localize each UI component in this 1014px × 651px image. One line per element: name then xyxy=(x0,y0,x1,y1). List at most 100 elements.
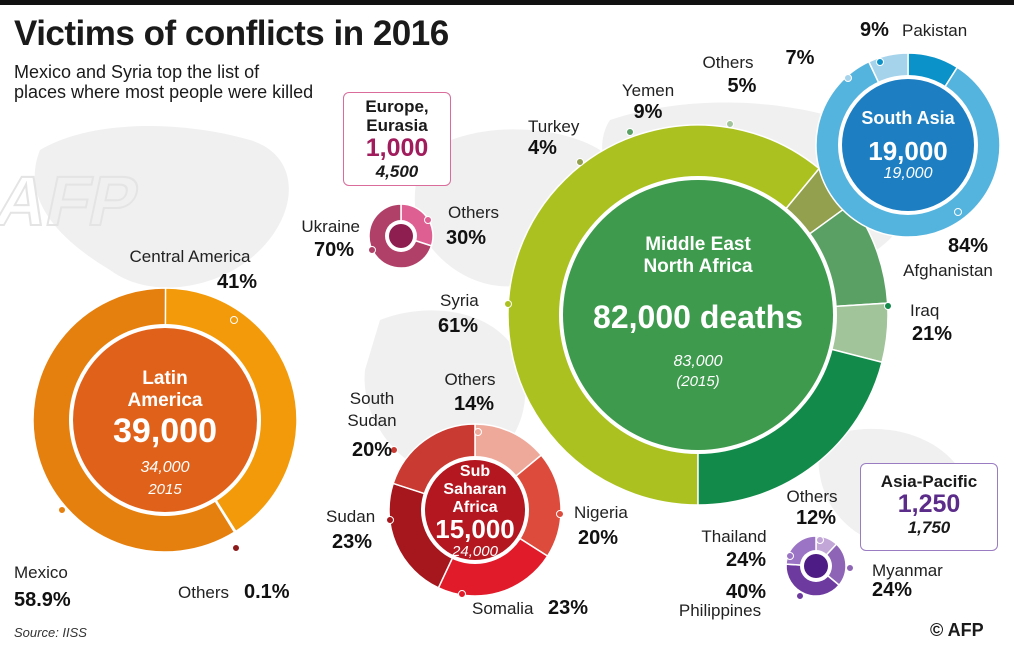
asia-pacific-total: 1,250 xyxy=(897,490,961,518)
asia-pacific-label-myanmar: Myanmar xyxy=(872,561,943,580)
sub-saharan-marker-sudan xyxy=(386,516,394,524)
europe-marker-others xyxy=(424,216,432,224)
asia-pacific-value-myanmar: 24% xyxy=(872,579,912,601)
sub-saharan-value-others: 14% xyxy=(454,393,494,415)
asia-pacific-marker-philippines xyxy=(796,592,804,600)
asia-pacific-value-thailand: 24% xyxy=(726,549,766,571)
mena-label-turkey: Turkey xyxy=(528,117,580,136)
south-asia-center xyxy=(842,79,974,211)
latin-america-label-central-america: Central America xyxy=(130,247,251,266)
source-note: Source: IISS xyxy=(14,625,87,640)
sub-saharan-center-prev: 24,000 xyxy=(451,543,499,560)
latin-america-center-prev: 34,000 xyxy=(141,459,190,476)
sub-saharan-label-south-sudan: South xyxy=(350,389,394,408)
mena-label-iraq: Iraq xyxy=(910,301,939,320)
sub-saharan-marker-south-sudan xyxy=(390,446,398,454)
sub-saharan-center-tot: 15,000 xyxy=(435,514,515,544)
mena-center-prev: 83,000 xyxy=(674,353,723,370)
sub-saharan-marker-nigeria xyxy=(556,510,564,518)
latin-america-center-py: 2015 xyxy=(147,481,182,498)
sub-saharan-label-south-sudan-2: Sudan xyxy=(347,411,396,430)
page-title: Victims of conflicts in 2016 xyxy=(14,14,449,53)
asia-pacific-center xyxy=(804,554,828,578)
sub-saharan-center-rl2: Africa xyxy=(452,499,497,516)
latin-america-marker-central-america xyxy=(230,316,238,324)
latin-america-value-mexico: 58.9% xyxy=(14,589,71,611)
south-asia-center-tot: 19,000 xyxy=(868,136,948,166)
europe-label-ukraine: Ukraine xyxy=(301,217,360,236)
mena-center-rl1: North Africa xyxy=(643,256,753,277)
mena-marker-turkey xyxy=(576,158,584,166)
south-asia-marker-pakistan xyxy=(876,58,884,66)
asia-pacific-previous: 1,750 xyxy=(907,518,951,537)
sub-saharan-label-somalia: Somalia xyxy=(472,599,534,618)
south-asia-donut xyxy=(815,52,1001,238)
sub-saharan-center-rl0: Sub xyxy=(460,463,490,480)
mena-value-syria: 61% xyxy=(438,315,478,337)
europe-region-line-2: Eurasia xyxy=(366,116,428,135)
south-asia-value-pakistan: 9% xyxy=(860,19,889,41)
europe-value-ukraine: 70% xyxy=(314,239,354,261)
europe-callout: Europe, Eurasia 1,000 4,500 xyxy=(343,92,451,186)
mena-marker-others xyxy=(726,120,734,128)
europe-total: 1,000 xyxy=(365,134,429,162)
sub-saharan-value-nigeria: 20% xyxy=(578,527,618,549)
mena-value-turkey: 4% xyxy=(528,137,557,159)
sub-saharan-marker-somalia xyxy=(458,590,466,598)
asia-pacific-value-others: 12% xyxy=(796,507,836,529)
europe-value-others: 30% xyxy=(446,227,486,249)
south-asia-marker-others xyxy=(844,74,852,82)
latin-america-marker-others xyxy=(232,544,240,552)
mena-center-py: (2015) xyxy=(676,373,719,390)
asia-pacific-callout: Asia-Pacific 1,250 1,750 xyxy=(860,463,998,551)
page-subtitle: Mexico and Syria top the list of places … xyxy=(14,62,314,102)
south-asia-center-rl0: South Asia xyxy=(861,108,955,128)
europe-donut xyxy=(368,203,434,269)
mena-center xyxy=(563,180,833,450)
asia-pacific-label-philippines: Philippines xyxy=(679,601,761,620)
south-asia-center-prev: 19,000 xyxy=(884,165,933,182)
asia-pacific-donut xyxy=(785,535,847,597)
sub-saharan-label-others: Others xyxy=(444,370,495,389)
latin-america-center xyxy=(73,328,257,512)
latin-america-label-others: Others xyxy=(178,583,229,602)
sub-saharan-center xyxy=(425,460,525,560)
mena-value-yemen: 9% xyxy=(634,101,663,123)
mena-label-others: Others xyxy=(702,53,753,72)
mena-value-others: 5% xyxy=(728,75,757,97)
south-asia-marker-afghanistan xyxy=(954,208,962,216)
sub-saharan-label-nigeria: Nigeria xyxy=(574,503,628,522)
latin-america-center-rl0: Latin xyxy=(142,368,187,389)
europe-previous: 4,500 xyxy=(375,162,419,181)
mena-donut xyxy=(507,124,889,506)
south-asia-value-others: 7% xyxy=(786,47,815,69)
asia-pacific-region: Asia-Pacific xyxy=(880,472,978,491)
latin-america-label-mexico: Mexico xyxy=(14,563,68,582)
south-asia-label-afghanistan: Afghanistan xyxy=(903,261,993,280)
top-bar xyxy=(0,0,1014,5)
asia-pacific-label-thailand: Thailand xyxy=(701,527,766,546)
europe-center xyxy=(389,224,413,248)
sub-saharan-label-sudan: Sudan xyxy=(326,507,375,526)
sub-saharan-value-somalia: 23% xyxy=(548,597,588,619)
asia-pacific-marker-myanmar xyxy=(846,564,854,572)
mena-label-syria: Syria xyxy=(440,291,479,310)
afp-watermark: AFP xyxy=(0,162,146,240)
asia-pacific-label-others: Others xyxy=(786,487,837,506)
europe-label-others: Others xyxy=(448,203,499,222)
mena-center-rl0: Middle East xyxy=(645,234,751,255)
mena-marker-iraq xyxy=(884,302,892,310)
mena-center-tot: 82,000 deaths xyxy=(593,299,803,335)
sub-saharan-donut xyxy=(388,423,562,597)
latin-america-value-central-america: 41% xyxy=(217,271,257,293)
sub-saharan-marker-others xyxy=(474,428,482,436)
latin-america-center-rl1: America xyxy=(128,390,203,411)
sub-saharan-center-rl1: Saharan xyxy=(443,481,506,498)
mena-label-yemen: Yemen xyxy=(622,81,674,100)
latin-america-donut xyxy=(32,287,298,553)
latin-america-value-others: 0.1% xyxy=(244,581,290,603)
sub-saharan-value-south-sudan: 20% xyxy=(352,439,392,461)
south-asia-label-pakistan: Pakistan xyxy=(902,21,967,40)
